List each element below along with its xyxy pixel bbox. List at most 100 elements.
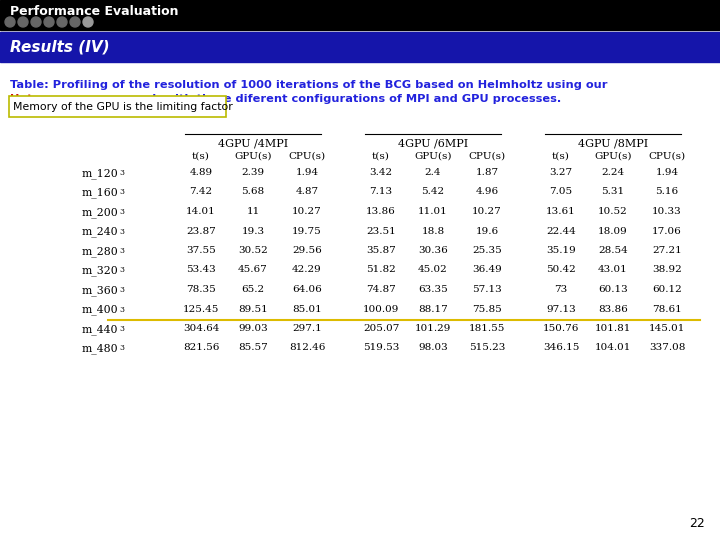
Text: 63.35: 63.35	[418, 285, 448, 294]
Text: 3: 3	[119, 208, 124, 216]
Text: 104.01: 104.01	[595, 343, 631, 353]
Text: 5.31: 5.31	[601, 187, 624, 197]
Text: t(s): t(s)	[552, 152, 570, 161]
Text: 97.13: 97.13	[546, 305, 576, 314]
Text: 74.87: 74.87	[366, 285, 396, 294]
Text: 27.21: 27.21	[652, 246, 682, 255]
Text: 75.85: 75.85	[472, 305, 502, 314]
Text: 88.17: 88.17	[418, 305, 448, 314]
Text: 346.15: 346.15	[543, 343, 579, 353]
Text: 17.06: 17.06	[652, 226, 682, 235]
Text: 2.39: 2.39	[241, 168, 264, 177]
Text: 10.33: 10.33	[652, 207, 682, 216]
Text: Performance Evaluation: Performance Evaluation	[10, 5, 179, 18]
Text: 65.2: 65.2	[241, 285, 264, 294]
Text: 38.92: 38.92	[652, 266, 682, 274]
Text: m_400: m_400	[81, 305, 118, 315]
Text: 5.16: 5.16	[655, 187, 678, 197]
Text: 53.43: 53.43	[186, 266, 216, 274]
Text: 42.29: 42.29	[292, 266, 322, 274]
Text: 36.49: 36.49	[472, 266, 502, 274]
Text: 4.87: 4.87	[295, 187, 318, 197]
Text: Results (IV): Results (IV)	[10, 39, 109, 55]
Text: 35.19: 35.19	[546, 246, 576, 255]
Text: 3: 3	[119, 169, 124, 177]
Text: m_480: m_480	[81, 343, 118, 354]
Text: 13.86: 13.86	[366, 207, 396, 216]
Text: 19.6: 19.6	[475, 226, 498, 235]
Text: 4.96: 4.96	[475, 187, 498, 197]
Text: 78.61: 78.61	[652, 305, 682, 314]
Text: GPU(s): GPU(s)	[234, 152, 271, 161]
Text: 3: 3	[119, 267, 124, 274]
Text: 5.68: 5.68	[241, 187, 264, 197]
Text: 3: 3	[119, 247, 124, 255]
Text: Table: Profiling of the resolution of 1000 iterations of the BCG based on Helmho: Table: Profiling of the resolution of 10…	[10, 80, 608, 90]
Text: 1.94: 1.94	[655, 168, 678, 177]
Text: 3: 3	[119, 306, 124, 314]
Text: 4.89: 4.89	[189, 168, 212, 177]
Text: m_200: m_200	[81, 207, 118, 218]
Text: 99.03: 99.03	[238, 324, 268, 333]
Text: Memory of the GPU is the limiting factor: Memory of the GPU is the limiting factor	[13, 102, 233, 111]
Circle shape	[5, 17, 15, 27]
Text: 1.94: 1.94	[295, 168, 318, 177]
Text: m_160: m_160	[81, 187, 118, 198]
Circle shape	[57, 17, 67, 27]
Text: 37.55: 37.55	[186, 246, 216, 255]
Text: 7.42: 7.42	[189, 187, 212, 197]
Text: 3: 3	[119, 227, 124, 235]
Text: Heterogeneous: Heterogeneous	[10, 94, 108, 104]
Text: 98.03: 98.03	[418, 343, 448, 353]
Text: approach with three diferent configurations of MPI and GPU processes.: approach with three diferent configurati…	[96, 94, 562, 104]
Text: 19.75: 19.75	[292, 226, 322, 235]
Text: 60.12: 60.12	[652, 285, 682, 294]
Text: 3.27: 3.27	[549, 168, 572, 177]
Text: 10.27: 10.27	[472, 207, 502, 216]
Text: 3: 3	[119, 345, 124, 353]
Text: 14.01: 14.01	[186, 207, 216, 216]
Text: CPU(s): CPU(s)	[289, 152, 325, 161]
Text: 22.44: 22.44	[546, 226, 576, 235]
Text: 11: 11	[246, 207, 260, 216]
Text: 89.51: 89.51	[238, 305, 268, 314]
Text: 519.53: 519.53	[363, 343, 399, 353]
Bar	[0, 32, 720, 62]
Text: 205.07: 205.07	[363, 324, 399, 333]
Text: 85.01: 85.01	[292, 305, 322, 314]
Text: 515.23: 515.23	[469, 343, 505, 353]
Text: 18.09: 18.09	[598, 226, 628, 235]
Text: 83.86: 83.86	[598, 305, 628, 314]
FancyBboxPatch shape	[9, 96, 226, 117]
Text: 45.67: 45.67	[238, 266, 268, 274]
Text: 1.87: 1.87	[475, 168, 498, 177]
Text: 60.13: 60.13	[598, 285, 628, 294]
Text: 145.01: 145.01	[649, 324, 685, 333]
Text: m_440: m_440	[81, 324, 118, 335]
Text: 7.13: 7.13	[369, 187, 392, 197]
Text: 78.35: 78.35	[186, 285, 216, 294]
Text: 150.76: 150.76	[543, 324, 579, 333]
Text: 51.82: 51.82	[366, 266, 396, 274]
Text: 181.55: 181.55	[469, 324, 505, 333]
Text: 30.52: 30.52	[238, 246, 268, 255]
Text: m_240: m_240	[81, 226, 118, 237]
Text: m_360: m_360	[81, 285, 118, 296]
Text: 43.01: 43.01	[598, 266, 628, 274]
Text: 3: 3	[119, 325, 124, 333]
Text: 297.1: 297.1	[292, 324, 322, 333]
Text: GPU(s): GPU(s)	[594, 152, 631, 161]
Text: 50.42: 50.42	[546, 266, 576, 274]
Text: 23.51: 23.51	[366, 226, 396, 235]
Text: 45.02: 45.02	[418, 266, 448, 274]
Text: 11.01: 11.01	[418, 207, 448, 216]
Text: 35.87: 35.87	[366, 246, 396, 255]
Text: 30.36: 30.36	[418, 246, 448, 255]
Text: 28.54: 28.54	[598, 246, 628, 255]
Text: 23.87: 23.87	[186, 226, 216, 235]
Text: 10.52: 10.52	[598, 207, 628, 216]
Text: 18.8: 18.8	[421, 226, 444, 235]
Text: t(s): t(s)	[192, 152, 210, 161]
Text: CPU(s): CPU(s)	[649, 152, 685, 161]
Text: 22: 22	[689, 517, 705, 530]
